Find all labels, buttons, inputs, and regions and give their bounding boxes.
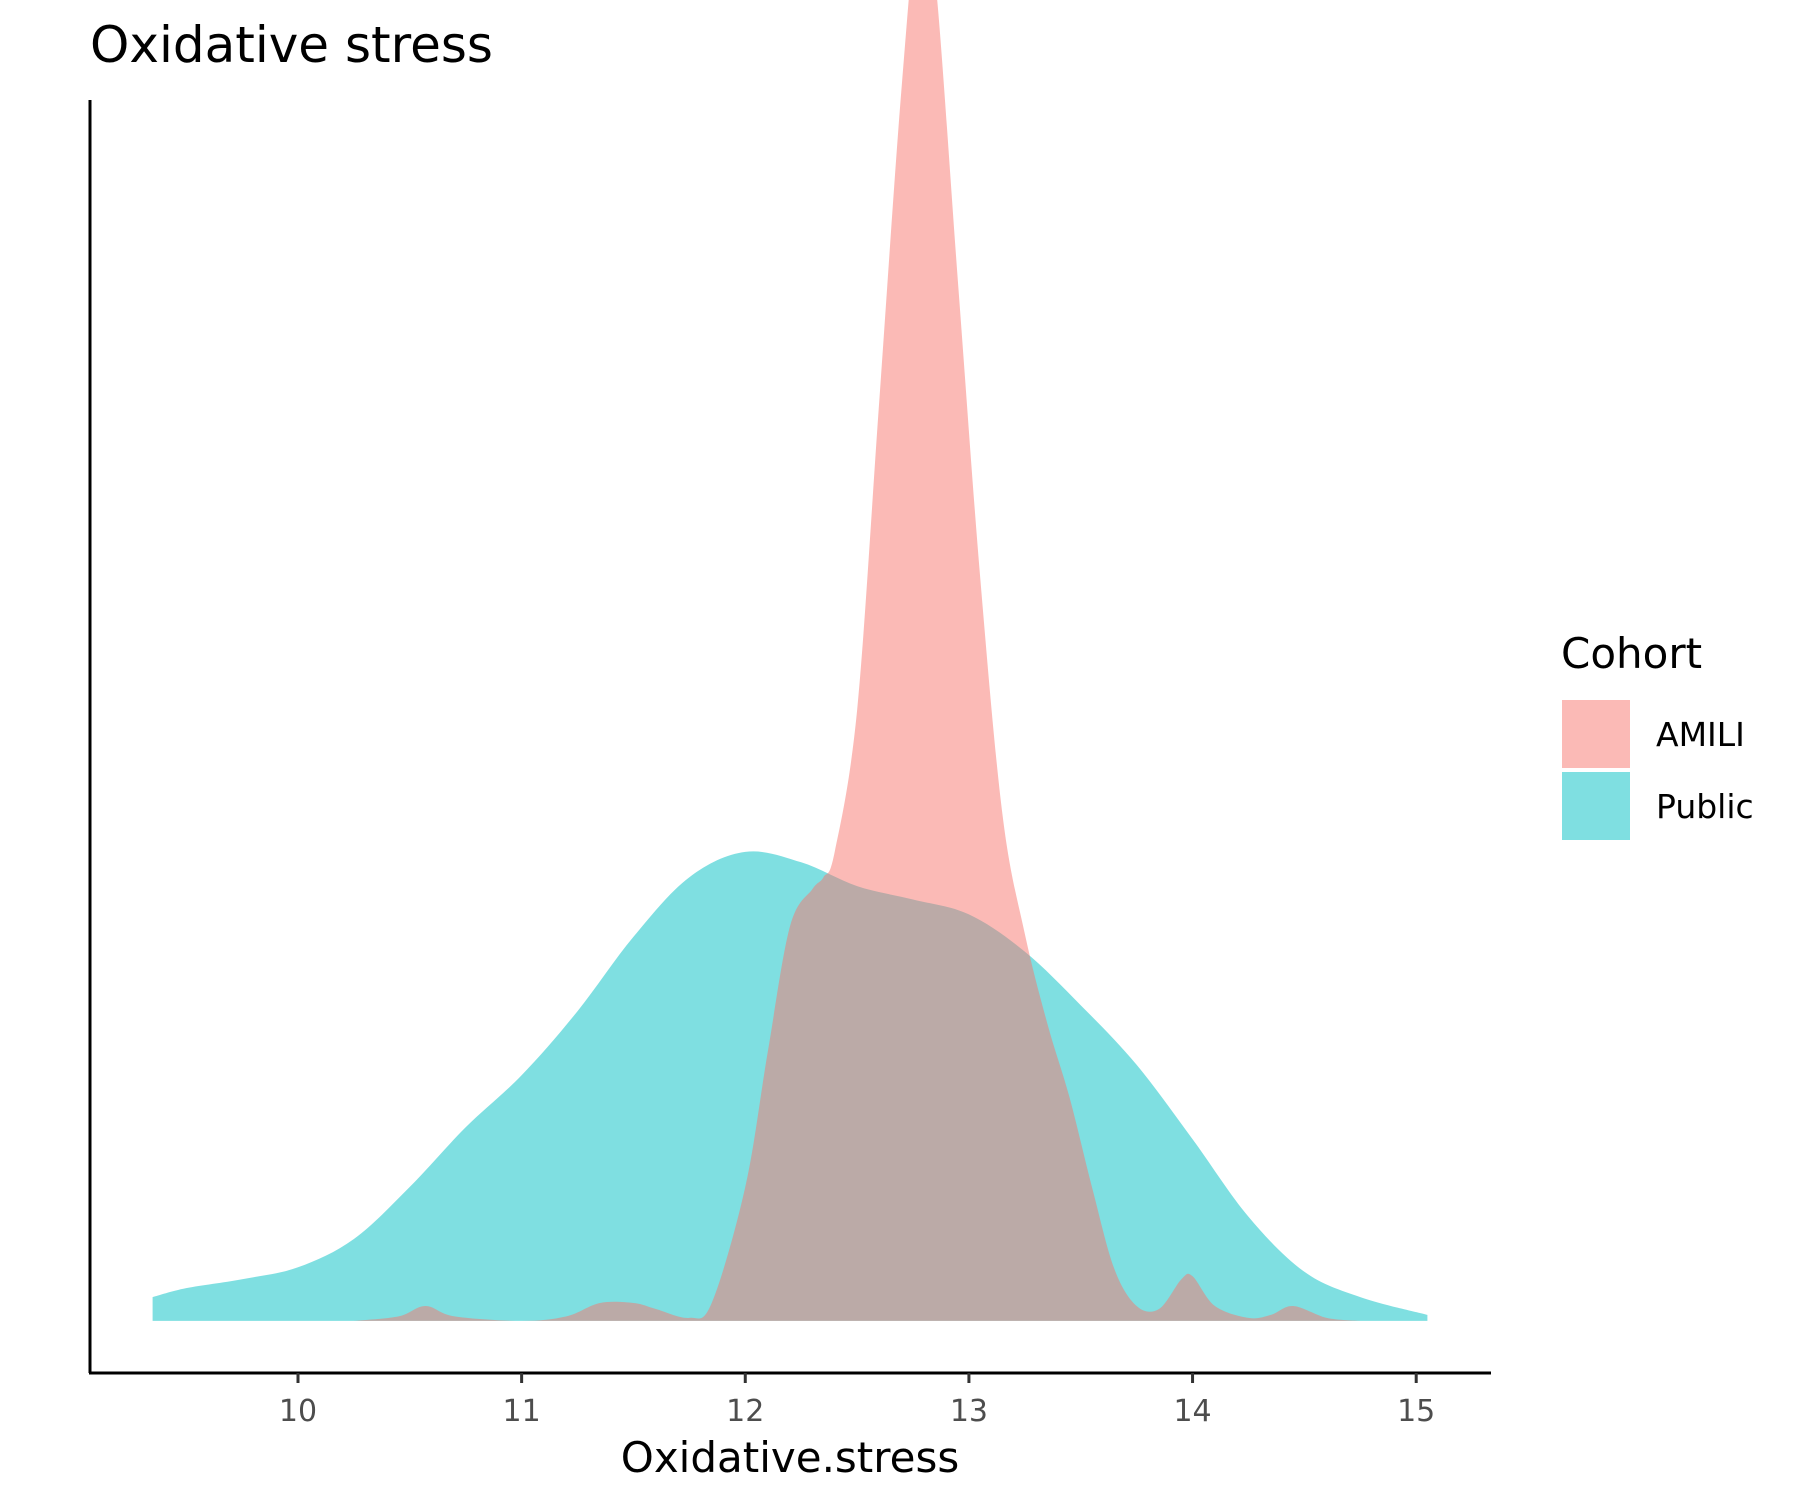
legend-key-amili: [1562, 700, 1630, 768]
legend: Cohort AMILI Public: [1561, 629, 1754, 840]
x-tick-label: 11: [503, 1394, 541, 1429]
density-area-amili: [353, 0, 1361, 1321]
x-axis-label: Oxidative.stress: [621, 1433, 959, 1482]
x-tick-label: 12: [726, 1394, 764, 1429]
x-tick-label: 14: [1173, 1394, 1211, 1429]
x-tick-label: 10: [279, 1394, 317, 1429]
legend-label-amili: AMILI: [1656, 715, 1745, 754]
density-areas: [152, 0, 1428, 1321]
x-axis-ticks: 10 11 12 13 14 15: [279, 1373, 1435, 1429]
legend-label-public: Public: [1656, 787, 1754, 826]
chart-title: Oxidative stress: [90, 16, 493, 74]
legend-title: Cohort: [1561, 629, 1702, 678]
x-tick-label: 15: [1397, 1394, 1435, 1429]
x-tick-label: 13: [950, 1394, 988, 1429]
legend-key-public: [1562, 772, 1630, 840]
